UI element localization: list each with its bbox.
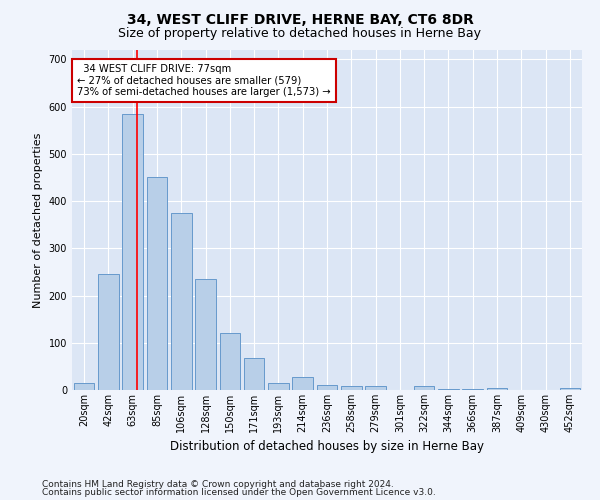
Bar: [487, 388, 508, 390]
Text: 34, WEST CLIFF DRIVE, HERNE BAY, CT6 8DR: 34, WEST CLIFF DRIVE, HERNE BAY, CT6 8DR: [127, 12, 473, 26]
Y-axis label: Number of detached properties: Number of detached properties: [33, 132, 43, 308]
Bar: [220, 334, 240, 390]
Text: Contains HM Land Registry data © Crown copyright and database right 2024.: Contains HM Land Registry data © Crown c…: [42, 480, 394, 489]
Bar: [195, 279, 216, 390]
Bar: [463, 388, 483, 390]
Bar: [244, 358, 265, 390]
Bar: [146, 178, 167, 390]
Bar: [122, 114, 143, 390]
X-axis label: Distribution of detached houses by size in Herne Bay: Distribution of detached houses by size …: [170, 440, 484, 454]
Bar: [341, 386, 362, 390]
Text: Size of property relative to detached houses in Herne Bay: Size of property relative to detached ho…: [119, 28, 482, 40]
Bar: [560, 388, 580, 390]
Bar: [292, 377, 313, 390]
Bar: [268, 383, 289, 390]
Bar: [317, 386, 337, 390]
Bar: [365, 386, 386, 390]
Bar: [414, 386, 434, 390]
Bar: [171, 213, 191, 390]
Text: Contains public sector information licensed under the Open Government Licence v3: Contains public sector information licen…: [42, 488, 436, 497]
Bar: [98, 274, 119, 390]
Text: 34 WEST CLIFF DRIVE: 77sqm
← 27% of detached houses are smaller (579)
73% of sem: 34 WEST CLIFF DRIVE: 77sqm ← 27% of deta…: [77, 64, 331, 97]
Bar: [438, 388, 459, 390]
Bar: [74, 383, 94, 390]
